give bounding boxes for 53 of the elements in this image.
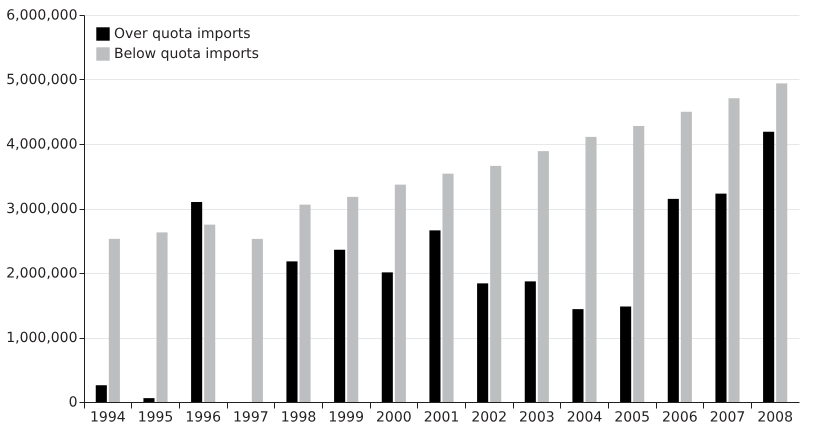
bar <box>442 174 454 402</box>
bar <box>490 166 502 402</box>
bar <box>108 238 120 402</box>
x-tick-label: 2004 <box>566 410 602 426</box>
x-tick-label: 1998 <box>280 410 316 426</box>
bar <box>524 281 536 402</box>
bar <box>382 272 393 402</box>
bar <box>620 306 632 402</box>
y-tick-label: 3,000,000 <box>6 201 78 217</box>
bar <box>763 132 774 402</box>
bar <box>394 184 406 402</box>
bar <box>252 238 263 402</box>
y-tick-label: 6,000,000 <box>6 8 78 24</box>
legend-label: Below quota imports <box>114 46 259 62</box>
bar <box>204 224 216 402</box>
bar <box>286 261 298 402</box>
bar <box>156 232 168 402</box>
bar <box>334 250 346 402</box>
bar <box>96 385 107 402</box>
bar <box>715 194 727 402</box>
x-tick-label: 1999 <box>328 410 364 426</box>
bar <box>585 136 597 402</box>
bar <box>538 151 549 402</box>
x-tick-label: 2000 <box>376 410 412 426</box>
bar <box>477 283 488 402</box>
y-tick-label: 5,000,000 <box>6 72 78 88</box>
bar <box>776 83 788 402</box>
x-tick-label: 1994 <box>90 410 126 426</box>
bar <box>680 112 692 402</box>
bar <box>633 126 644 402</box>
x-tick-label: 1996 <box>185 410 222 426</box>
y-tick-label: 1,000,000 <box>6 330 78 346</box>
y-tick-label: 2,000,000 <box>6 266 78 282</box>
x-tick-label: 1997 <box>233 410 269 426</box>
x-tick-label: 2007 <box>710 410 746 426</box>
bar <box>728 98 740 402</box>
legend-label: Over quota imports <box>114 26 250 42</box>
x-tick-label: 2002 <box>471 410 507 426</box>
y-tick-label: 4,000,000 <box>6 136 78 152</box>
x-tick-label: 2008 <box>757 410 793 426</box>
bar <box>347 196 358 402</box>
bar <box>429 230 441 402</box>
x-tick-label: 2001 <box>424 410 460 426</box>
x-tick-label: 2006 <box>662 410 698 426</box>
bar <box>668 198 679 402</box>
x-tick-label: 2005 <box>614 410 650 426</box>
bar <box>572 309 584 402</box>
x-tick-label: 2003 <box>519 410 555 426</box>
bar <box>143 398 155 402</box>
y-tick-label: 0 <box>68 394 78 410</box>
x-tick-label: 1995 <box>138 410 174 426</box>
bar <box>191 202 202 402</box>
bar <box>299 204 311 402</box>
